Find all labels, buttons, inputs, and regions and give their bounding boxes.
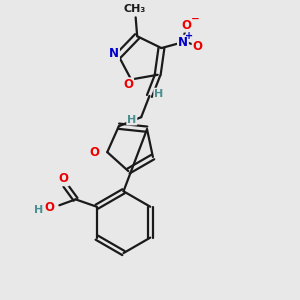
Text: O: O (193, 40, 202, 53)
Text: O: O (123, 78, 133, 91)
Text: H: H (127, 115, 136, 124)
Text: CH₃: CH₃ (123, 4, 145, 14)
Text: O: O (89, 146, 99, 159)
Text: O: O (44, 201, 54, 214)
Text: N: N (109, 47, 119, 60)
Text: H: H (154, 88, 164, 99)
Text: −: − (191, 14, 200, 24)
Text: O: O (182, 19, 191, 32)
Text: H: H (34, 205, 43, 215)
Text: N: N (178, 36, 188, 49)
Text: +: + (185, 31, 194, 41)
Text: O: O (59, 172, 69, 185)
